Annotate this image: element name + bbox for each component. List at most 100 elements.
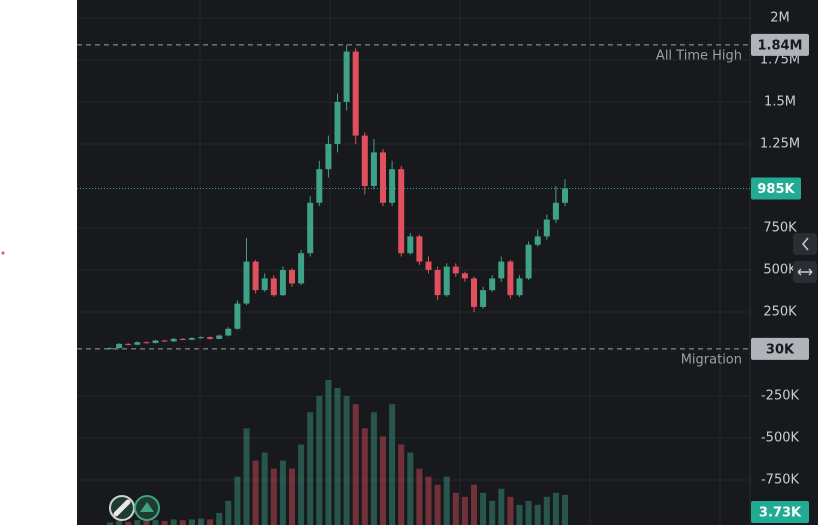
annotation-label: 1.84M: [757, 38, 802, 53]
logo-shape: [140, 502, 154, 512]
dot: [1, 251, 5, 255]
candle-body: [543, 219, 550, 237]
volume-bar: [243, 428, 250, 525]
volume-bar: [216, 512, 223, 525]
volume-bar: [279, 460, 286, 525]
volume-bar: [170, 519, 177, 525]
candle-body: [443, 266, 450, 296]
volume-bar: [452, 492, 459, 525]
annotation-box: [751, 337, 809, 360]
pill-shape: [113, 499, 131, 517]
candle-body: [389, 169, 396, 203]
candle-body: [143, 342, 150, 344]
volume-bar: [325, 380, 332, 525]
candle-body: [361, 135, 368, 186]
candle-body: [343, 51, 350, 102]
volume-bar: [416, 468, 423, 525]
volume-bar: [398, 444, 405, 525]
volume-bar: [307, 412, 314, 525]
annotation-label: 30K: [766, 342, 795, 357]
candle-body: [552, 202, 559, 220]
volume-bar: [116, 520, 123, 525]
volume-bar: [225, 500, 232, 525]
y-tick-label: 500K: [763, 262, 797, 277]
scroll-button[interactable]: [793, 233, 817, 255]
volume-bar: [125, 521, 132, 525]
volume-bar: [489, 500, 496, 525]
y-tick-label: 1.5M: [764, 94, 796, 109]
candle-body: [188, 338, 195, 340]
candle-body: [279, 269, 286, 296]
volume-bar: [516, 504, 523, 525]
candle-body: [516, 278, 523, 296]
candle-body: [562, 188, 568, 203]
volume-bar: [380, 436, 386, 525]
plot-background: [77, 0, 818, 525]
volume-bar: [270, 468, 277, 525]
candle-body: [407, 236, 414, 254]
candle-body: [243, 261, 250, 304]
volume-bar: [461, 496, 468, 525]
volume-bar: [562, 494, 568, 525]
candle-body: [471, 278, 477, 307]
candle-body: [261, 278, 268, 291]
annotation-box: [751, 33, 809, 56]
candle-body: [452, 266, 459, 274]
volume-bar: [498, 488, 505, 525]
candle-body: [252, 261, 259, 291]
volume-bar: [298, 444, 305, 525]
candle-body: [170, 338, 177, 342]
candle-body: [334, 101, 341, 144]
candle-body: [398, 169, 405, 254]
volume-bar: [525, 500, 532, 525]
volume-bar: [552, 492, 559, 525]
candle-body: [534, 236, 541, 245]
volume-bar: [334, 388, 341, 525]
candle-body: [198, 337, 204, 339]
volume-label: 3.73K: [759, 506, 802, 521]
fit-icon: [797, 268, 813, 276]
candle-body: [289, 269, 295, 284]
volume-bar: [543, 496, 550, 525]
volume-bar: [198, 518, 204, 525]
candle-body: [425, 261, 432, 270]
candle-body: [507, 261, 514, 296]
volume-bar: [289, 468, 295, 525]
annotation-text: All Time High: [656, 48, 742, 63]
candle-body: [161, 340, 168, 342]
volume-bar: [370, 412, 377, 525]
volume-bar: [480, 492, 487, 525]
candle-body: [234, 303, 241, 329]
candle-body: [316, 169, 323, 203]
candle-body: [298, 253, 305, 284]
candle-body: [216, 335, 223, 339]
candle-body: [416, 236, 423, 262]
volume-bar: [179, 520, 186, 525]
volume-bar: [316, 396, 323, 525]
volume-bar: [343, 396, 350, 525]
volume-bar: [361, 428, 368, 525]
last-price-label: 985K: [757, 182, 795, 197]
candle-body: [352, 51, 359, 136]
volume-bar: [161, 520, 168, 525]
y-tick-label: 1.25M: [760, 136, 800, 151]
volume-bar: [534, 504, 541, 525]
volume-bar: [234, 476, 241, 525]
volume-bar: [471, 484, 477, 525]
candle-body: [270, 278, 277, 296]
candle-body: [207, 337, 214, 339]
y-tick-label: -500K: [761, 430, 800, 445]
volume-bar: [188, 519, 195, 525]
candle-body: [116, 343, 123, 349]
volume-bar: [507, 496, 514, 525]
y-tick-label: 750K: [763, 220, 797, 235]
y-tick-label: 250K: [763, 304, 797, 319]
volume-bar: [134, 520, 141, 525]
volume-bar: [407, 452, 414, 525]
volume-bar: [152, 520, 159, 525]
candle-body: [225, 328, 232, 336]
candle-body: [525, 244, 532, 279]
candle-body: [307, 202, 314, 254]
volume-bar: [352, 404, 359, 525]
y-tick-label: 1.75M: [760, 52, 800, 67]
